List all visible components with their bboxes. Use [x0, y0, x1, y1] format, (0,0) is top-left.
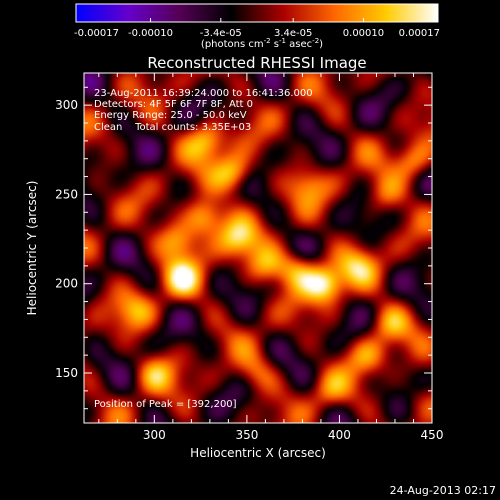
- y-axis-label: Heliocentric Y (arcsec): [25, 181, 39, 316]
- y-tick-label: 200: [55, 277, 78, 291]
- heatmap-image: [84, 73, 432, 423]
- axis-ticks: 300 350 400 450 150 200 250 300: [55, 73, 443, 442]
- colorbar-tick-label: 0.00017: [399, 28, 440, 39]
- colorbar-tick-label: -3.4e-05: [200, 28, 242, 39]
- annotation-energy-range: Energy Range: 25.0 - 50.0 keV: [94, 110, 247, 121]
- colorbar-tick-label: 0.00010: [343, 28, 384, 39]
- colorbar-gradient: [76, 4, 438, 22]
- x-tick-label: 300: [143, 428, 166, 442]
- colorbar-tick-label: -0.00017: [74, 28, 119, 39]
- footer-timestamp: 24-Aug-2013 02:17: [390, 484, 496, 497]
- y-tick-label: 300: [55, 98, 78, 112]
- annotations: 23-Aug-2011 16:39:24.000 to 16:41:36.000…: [94, 88, 313, 410]
- colorbar-ticks: -0.00017 -0.00010 -3.4e-05 3.4e-05 0.00010 0.…: [74, 18, 440, 39]
- y-tick-label: 150: [55, 366, 78, 380]
- annotation-time-range: 23-Aug-2011 16:39:24.000 to 16:41:36.000: [94, 88, 313, 99]
- annotation-peak-position: Position of Peak = [392,200]: [94, 399, 237, 410]
- annotation-clean-counts: Clean Total counts: 3.35E+03: [94, 122, 251, 133]
- x-axis-label: Heliocentric X (arcsec): [190, 446, 326, 460]
- x-tick-label: 400: [328, 428, 351, 442]
- chart-title: Reconstructed RHESSI Image: [147, 54, 366, 72]
- colorbar: -0.00017 -0.00010 -3.4e-05 3.4e-05 0.00010 0.…: [74, 3, 440, 50]
- colorbar-unit-label: (photons cm-2 s-1 asec-2): [201, 37, 323, 50]
- colorbar-tick-label: 3.4e-05: [274, 28, 312, 39]
- colorbar-tick-label: -0.00010: [128, 28, 173, 39]
- x-tick-label: 450: [421, 428, 444, 442]
- colorbar-frame: [75, 3, 439, 23]
- x-tick-label: 350: [235, 428, 258, 442]
- y-tick-label: 250: [55, 187, 78, 201]
- annotation-detectors: Detectors: 4F 5F 6F 7F 8F, Att 0: [94, 99, 253, 110]
